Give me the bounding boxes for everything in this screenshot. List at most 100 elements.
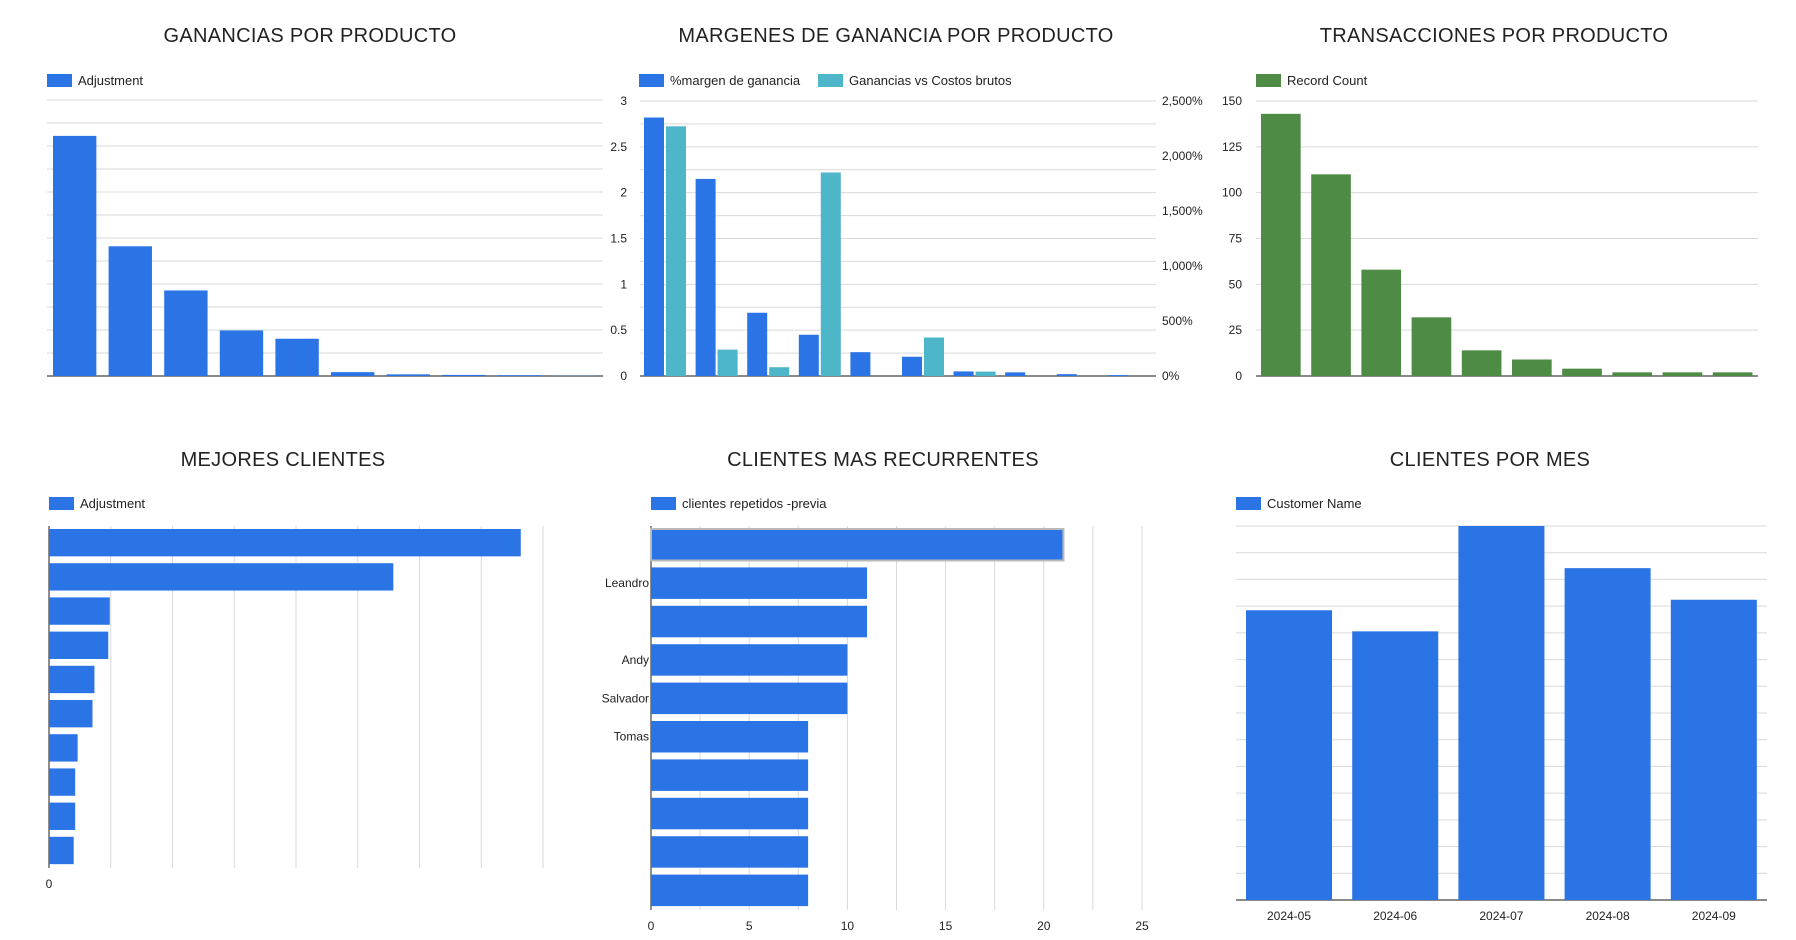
y-tick-label: 2 — [620, 186, 627, 200]
bar[interactable] — [1458, 526, 1545, 900]
y-tick-label: 2.5 — [610, 140, 627, 154]
bar[interactable] — [747, 312, 768, 376]
bar[interactable] — [49, 631, 109, 659]
bar[interactable] — [1246, 610, 1333, 900]
chart-title: MARGENES DE GANANCIA POR PRODUCTO — [678, 25, 1113, 47]
bar[interactable] — [651, 567, 868, 599]
y-tick-label: 125 — [1222, 140, 1242, 154]
bar[interactable] — [108, 246, 152, 376]
bar[interactable] — [651, 874, 809, 907]
legend-entry: %margen de ganancia — [670, 73, 801, 88]
bar[interactable] — [695, 178, 716, 376]
bar[interactable] — [651, 797, 809, 830]
chart-mejores: MEJORES CLIENTES Adjustment 0 — [46, 449, 544, 891]
bar[interactable] — [49, 768, 76, 796]
bar[interactable] — [1662, 372, 1703, 376]
bar[interactable] — [1612, 372, 1653, 376]
bar[interactable] — [49, 665, 95, 694]
y-tick-label: 500% — [1162, 314, 1193, 328]
bar[interactable] — [49, 597, 110, 625]
bar[interactable] — [1361, 269, 1402, 376]
legend-swatch[interactable] — [639, 74, 664, 87]
bar[interactable] — [49, 734, 78, 762]
y-tick-label: 3 — [620, 94, 627, 108]
bar[interactable] — [902, 356, 922, 376]
y-tick-label: 1,000% — [1162, 259, 1203, 273]
x-tick-label: 10 — [841, 919, 855, 933]
bar[interactable] — [717, 349, 738, 376]
bar[interactable] — [651, 836, 809, 868]
chart-title: TRANSACCIONES POR PRODUCTO — [1320, 25, 1669, 47]
bar[interactable] — [651, 721, 809, 753]
bar[interactable] — [49, 700, 93, 728]
bar[interactable] — [49, 802, 76, 830]
bar[interactable] — [975, 371, 996, 376]
bar[interactable] — [1352, 631, 1439, 900]
legend-swatch[interactable] — [651, 497, 676, 510]
bar[interactable] — [442, 374, 486, 376]
legend-swatch[interactable] — [49, 497, 74, 510]
x-tick-label: 2024-05 — [1267, 909, 1311, 923]
bar[interactable] — [953, 371, 974, 376]
bar[interactable] — [164, 290, 208, 376]
bar[interactable] — [644, 117, 664, 377]
bar[interactable] — [386, 374, 430, 376]
bar[interactable] — [666, 126, 686, 376]
y-tick-label: Andy — [622, 653, 649, 667]
y-tick-label: 25 — [1229, 323, 1243, 337]
bar[interactable] — [1005, 372, 1026, 376]
bar[interactable] — [651, 644, 848, 676]
bar[interactable] — [1261, 113, 1301, 376]
chart-title: CLIENTES POR MES — [1390, 449, 1590, 471]
bar[interactable] — [1311, 174, 1351, 376]
y-tick-label: 1,500% — [1162, 204, 1203, 218]
bar[interactable] — [1712, 372, 1753, 376]
bar[interactable] — [49, 529, 521, 557]
bar[interactable] — [651, 605, 868, 638]
bar[interactable] — [1056, 374, 1077, 376]
x-tick-label: 2024-09 — [1692, 909, 1736, 923]
y-tick-label: Tomas — [614, 730, 649, 744]
bar[interactable] — [850, 352, 871, 376]
y-tick-label: Leandro — [605, 576, 649, 590]
bar[interactable] — [651, 759, 809, 791]
bar[interactable] — [650, 528, 1065, 562]
bar[interactable] — [1411, 317, 1452, 376]
chart-ganancias: GANANCIAS POR PRODUCTO Adjustment — [47, 25, 603, 377]
bar[interactable] — [1670, 599, 1757, 900]
chart-title: GANANCIAS POR PRODUCTO — [164, 25, 457, 47]
y-tick-label: 0% — [1162, 369, 1180, 383]
bar[interactable] — [1562, 368, 1602, 376]
bar[interactable] — [1512, 359, 1552, 377]
bar[interactable] — [49, 836, 74, 865]
bar[interactable] — [1108, 375, 1129, 376]
x-tick-label: 5 — [746, 919, 753, 933]
bar[interactable] — [651, 682, 848, 715]
bar[interactable] — [219, 330, 264, 376]
bar[interactable] — [49, 563, 394, 591]
y-tick-label: 1 — [620, 277, 627, 291]
bar[interactable] — [331, 372, 375, 376]
legend-swatch[interactable] — [1256, 74, 1281, 87]
bar[interactable] — [769, 367, 790, 376]
y-tick-label: 0 — [1235, 369, 1242, 383]
y-tick-label: 75 — [1229, 232, 1243, 246]
bar[interactable] — [1461, 350, 1502, 376]
chart-margenes: MARGENES DE GANANCIA POR PRODUCTO %margen… — [610, 25, 1203, 383]
x-tick-label: 2024-06 — [1373, 909, 1417, 923]
bar[interactable] — [1564, 568, 1651, 900]
chart-title: CLIENTES MAS RECURRENTES — [727, 449, 1039, 471]
legend-swatch[interactable] — [1236, 497, 1261, 510]
bar[interactable] — [275, 338, 319, 376]
chart-recurrentes: CLIENTES MAS RECURRENTES clientes repetid… — [602, 449, 1149, 933]
legend-swatch[interactable] — [47, 74, 72, 87]
bar[interactable] — [924, 337, 944, 377]
legend-entry: Ganancias vs Costos brutos — [849, 73, 1012, 88]
x-tick-label: 0 — [46, 877, 53, 891]
legend-swatch[interactable] — [818, 74, 843, 87]
y-tick-label: 100 — [1222, 186, 1242, 200]
bar[interactable] — [798, 334, 819, 376]
bar[interactable] — [497, 375, 542, 376]
bar[interactable] — [820, 172, 841, 377]
bar[interactable] — [53, 135, 97, 376]
